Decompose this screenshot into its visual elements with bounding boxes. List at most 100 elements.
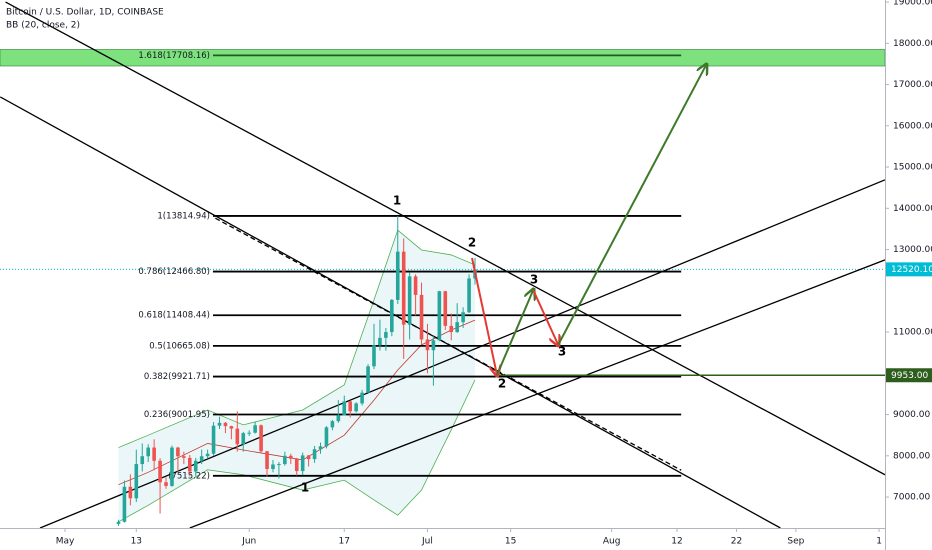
candle-body: [289, 455, 293, 459]
candle-body: [395, 251, 400, 300]
trend-line: [189, 259, 885, 528]
wave-label: 1: [393, 194, 401, 208]
candle-body: [182, 456, 186, 458]
candle-body: [348, 401, 353, 412]
candle-body: [413, 276, 418, 295]
candle-body: [122, 486, 127, 522]
candle-body: [193, 460, 198, 472]
y-tick-label: 14000.00: [893, 204, 932, 214]
candle-body: [330, 421, 335, 428]
x-tick-label: 1: [876, 537, 882, 547]
wave-arrow: [557, 65, 706, 346]
x-tick-label: May: [56, 537, 75, 547]
candle-body: [277, 464, 281, 466]
trend-line: [5, 1, 885, 476]
trend-line: [215, 217, 682, 471]
candle-body: [152, 447, 156, 461]
y-tick-label: 13000.00: [893, 245, 932, 255]
candle-body: [158, 460, 162, 483]
target-zone: [0, 49, 885, 67]
candle-body: [199, 456, 204, 461]
candle-body: [384, 332, 388, 338]
indicator-legend: BB (20, close, 2): [6, 21, 80, 31]
wave-label: 1: [301, 481, 309, 495]
candle-body: [253, 425, 257, 433]
candle-body: [259, 425, 263, 452]
candle-body: [140, 456, 145, 465]
candle-body: [419, 294, 424, 340]
candle-body: [247, 432, 252, 434]
fib-extension-label: 1.618(17708.16): [138, 51, 210, 61]
candle-body: [271, 464, 275, 470]
candle-body: [360, 392, 364, 404]
bb-upper: [118, 229, 476, 448]
y-tick-label: 11000.00: [893, 328, 932, 338]
wave-label: 3: [530, 273, 538, 287]
x-tick-label: Jul: [421, 537, 433, 547]
last-price-label: 12520.10: [891, 265, 932, 275]
candle-body: [211, 425, 216, 454]
y-tick-label: 19000.00: [893, 0, 932, 8]
fib-label: 0.786(12466.80): [138, 267, 210, 277]
wave-label: 3: [558, 345, 566, 359]
candle-body: [372, 345, 376, 367]
bb-lower: [118, 379, 476, 523]
candle-body: [467, 278, 471, 313]
x-tick-label: 17: [339, 537, 350, 547]
wave-label: 2: [468, 236, 476, 250]
candle-body: [324, 427, 329, 447]
candle-body: [187, 457, 192, 472]
candle-body: [455, 322, 459, 333]
candle-body: [176, 447, 180, 457]
y-tick-label: 8000.00: [893, 451, 930, 461]
candle-body: [116, 521, 121, 524]
candle-body: [128, 486, 133, 499]
fib-label: 0.382(9921.71): [144, 372, 210, 382]
wave-arrow: [496, 290, 533, 376]
candle-body: [366, 366, 370, 393]
candle-body: [336, 415, 341, 422]
fib-label: 0.236(9001.95): [144, 410, 210, 420]
x-tick-label: Sep: [787, 537, 804, 547]
candle-body: [205, 453, 210, 457]
candle-body: [425, 339, 430, 351]
bb-middle: [118, 319, 476, 486]
y-tick-label: 17000.00: [893, 80, 932, 90]
candle-body: [235, 428, 240, 445]
candle-body: [354, 403, 358, 412]
y-tick-label: 18000.00: [893, 39, 932, 49]
candle-body: [283, 455, 287, 465]
candle-body: [449, 325, 454, 333]
x-tick-label: 13: [131, 537, 142, 547]
time-axis-panel: [0, 528, 885, 550]
x-tick-label: 12: [671, 537, 682, 547]
bb-fill: [118, 230, 476, 522]
support-price-box: [886, 368, 932, 383]
y-tick-label: 9000.00: [893, 410, 930, 420]
fib-label: (7515.22): [168, 471, 210, 481]
candle-body: [146, 447, 150, 457]
candle-body: [431, 340, 436, 351]
candle-body: [223, 422, 228, 427]
fib-label: 1(13814.94): [157, 211, 210, 221]
candle-body: [407, 276, 412, 325]
y-tick-label: 16000.00: [893, 121, 932, 131]
candle-body: [437, 291, 442, 341]
candle-body: [229, 426, 234, 429]
candle-body: [134, 464, 139, 499]
trend-line: [39, 179, 885, 528]
candle-body: [241, 433, 246, 445]
candle-body: [300, 455, 305, 472]
wave-arrow: [532, 289, 558, 345]
candle-body: [378, 337, 382, 346]
candle-body: [265, 451, 269, 470]
plot-area: 1(13814.94) 0.786(12466.80) 0.618(11408.44…: [0, 1, 885, 528]
candle-body: [443, 291, 448, 326]
candle-body: [342, 401, 347, 416]
x-tick-label: 22: [731, 537, 742, 547]
candle-body: [312, 449, 317, 460]
y-tick-label: 7000.00: [893, 493, 930, 503]
x-tick-label: 15: [505, 537, 516, 547]
wave-label: 2: [498, 377, 506, 391]
